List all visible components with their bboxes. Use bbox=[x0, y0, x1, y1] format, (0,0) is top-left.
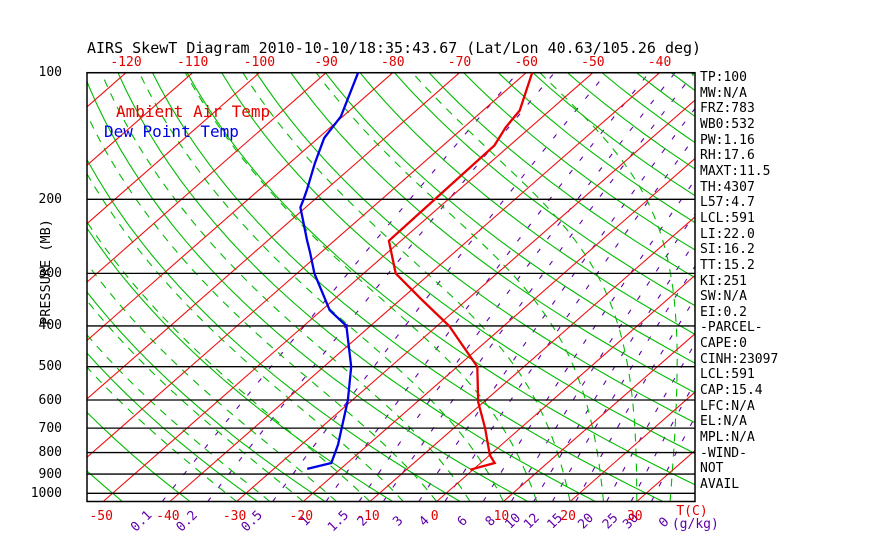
temp-tick-bottom: 10 bbox=[493, 509, 510, 524]
pressure-tick: 300 bbox=[38, 265, 62, 281]
temp-tick-top: -50 bbox=[581, 55, 605, 70]
panel-index-maxt-11-5: MAXT:11.5 bbox=[700, 163, 771, 179]
plot-border bbox=[86, 71, 696, 503]
pressure-tick: 700 bbox=[38, 420, 62, 436]
panel-index-mpl-n-a: MPL:N/A bbox=[700, 429, 755, 445]
pressure-tick: 600 bbox=[38, 392, 62, 408]
pressure-tick: 900 bbox=[38, 466, 62, 482]
panel-index-pw-1-16: PW:1.16 bbox=[700, 132, 755, 148]
page-title: AIRS SkewT Diagram 2010-10-10/18:35:43.6… bbox=[87, 39, 702, 57]
panel-index-avail: AVAIL bbox=[700, 476, 740, 492]
pressure-tick: 800 bbox=[38, 445, 62, 460]
panel-index-wb0-532: WB0:532 bbox=[700, 117, 755, 132]
mixing-ratio-unit-label: Θ(g/kg) bbox=[656, 515, 719, 532]
temp-tick-top: -70 bbox=[447, 55, 472, 70]
panel-index-sw-n-a: SW:N/A bbox=[700, 289, 747, 305]
panel-index-tp-100: TP:100 bbox=[700, 70, 747, 85]
temperature-unit-label: T(C) bbox=[676, 504, 708, 519]
panel-index-ei-0-2: EI:0.2 bbox=[700, 304, 747, 320]
panel-index-cap-15-4: CAP:15.4 bbox=[700, 383, 763, 398]
panel-index-rh-17-6: RH:17.6 bbox=[700, 148, 755, 164]
temp-tick-top: -90 bbox=[314, 55, 338, 70]
temp-tick-bottom: 20 bbox=[560, 509, 576, 524]
panel-index-wind: -WIND- bbox=[700, 445, 747, 461]
panel-index-el-n-a: EL:N/A bbox=[700, 414, 747, 430]
temp-tick-top: -100 bbox=[243, 55, 276, 70]
pressure-tick: 1000 bbox=[30, 485, 62, 501]
panel-index-not: NOT bbox=[700, 461, 724, 477]
temp-tick-bottom: -30 bbox=[222, 509, 247, 524]
mixing-ratio-tick-label: 3 bbox=[390, 513, 406, 529]
panel-index-si-16-2: SI:16.2 bbox=[700, 242, 755, 258]
panel-index-frz-783: FRZ:783 bbox=[700, 101, 755, 117]
panel-index-l57-4-7: L57:4.7 bbox=[700, 195, 755, 211]
ambient-air-temp-curve bbox=[387, 72, 534, 471]
temp-tick-bottom: 30 bbox=[626, 509, 643, 524]
panel-index-th-4307: TH:4307 bbox=[700, 179, 755, 195]
temp-tick-bottom: -40 bbox=[156, 509, 180, 524]
legend-dew-point-temp: Dew Point Temp bbox=[104, 122, 239, 141]
isotherm-lines bbox=[87, 72, 695, 502]
temp-tick-top: -40 bbox=[647, 55, 672, 70]
panel-index-cinh-23097: CINH:23097 bbox=[700, 351, 779, 367]
legend-ambient-air-temp: Ambient Air Temp bbox=[116, 102, 271, 121]
pressure-tick: 200 bbox=[38, 191, 62, 207]
temp-tick-bottom: 0 bbox=[430, 509, 439, 524]
pressure-tick: 400 bbox=[38, 318, 62, 334]
panel-index-lfc-n-a: LFC:N/A bbox=[700, 398, 755, 414]
temp-tick-top: -110 bbox=[177, 55, 209, 70]
pressure-tick: 100 bbox=[38, 65, 62, 81]
panel-index-tt-15-2: TT:15.2 bbox=[700, 257, 755, 273]
panel-index-ki-251: KI:251 bbox=[700, 273, 747, 289]
panel-index-li-22-0: LI:22.0 bbox=[700, 226, 755, 242]
temp-tick-top: -120 bbox=[110, 55, 142, 70]
panel-index-mw-n-a: MW:N/A bbox=[700, 85, 747, 101]
dew-point-temp-curve bbox=[299, 72, 360, 471]
panel-index-lcl-591: LCL:591 bbox=[700, 210, 755, 226]
temp-tick-top: -80 bbox=[381, 55, 405, 70]
panel-index-lcl-591: LCL:591 bbox=[700, 367, 755, 383]
pressure-tick: 500 bbox=[38, 359, 62, 375]
panel-index-cape-0: CAPE:0 bbox=[700, 336, 747, 352]
temp-tick-bottom: -20 bbox=[289, 509, 314, 524]
temp-tick-top: -60 bbox=[514, 55, 538, 70]
panel-index-parcel: -PARCEL- bbox=[700, 320, 763, 336]
background-grid bbox=[87, 72, 695, 502]
temp-tick-bottom: -10 bbox=[356, 509, 380, 524]
mixing-ratio-lines bbox=[161, 72, 695, 502]
temp-tick-bottom: -50 bbox=[89, 509, 113, 524]
